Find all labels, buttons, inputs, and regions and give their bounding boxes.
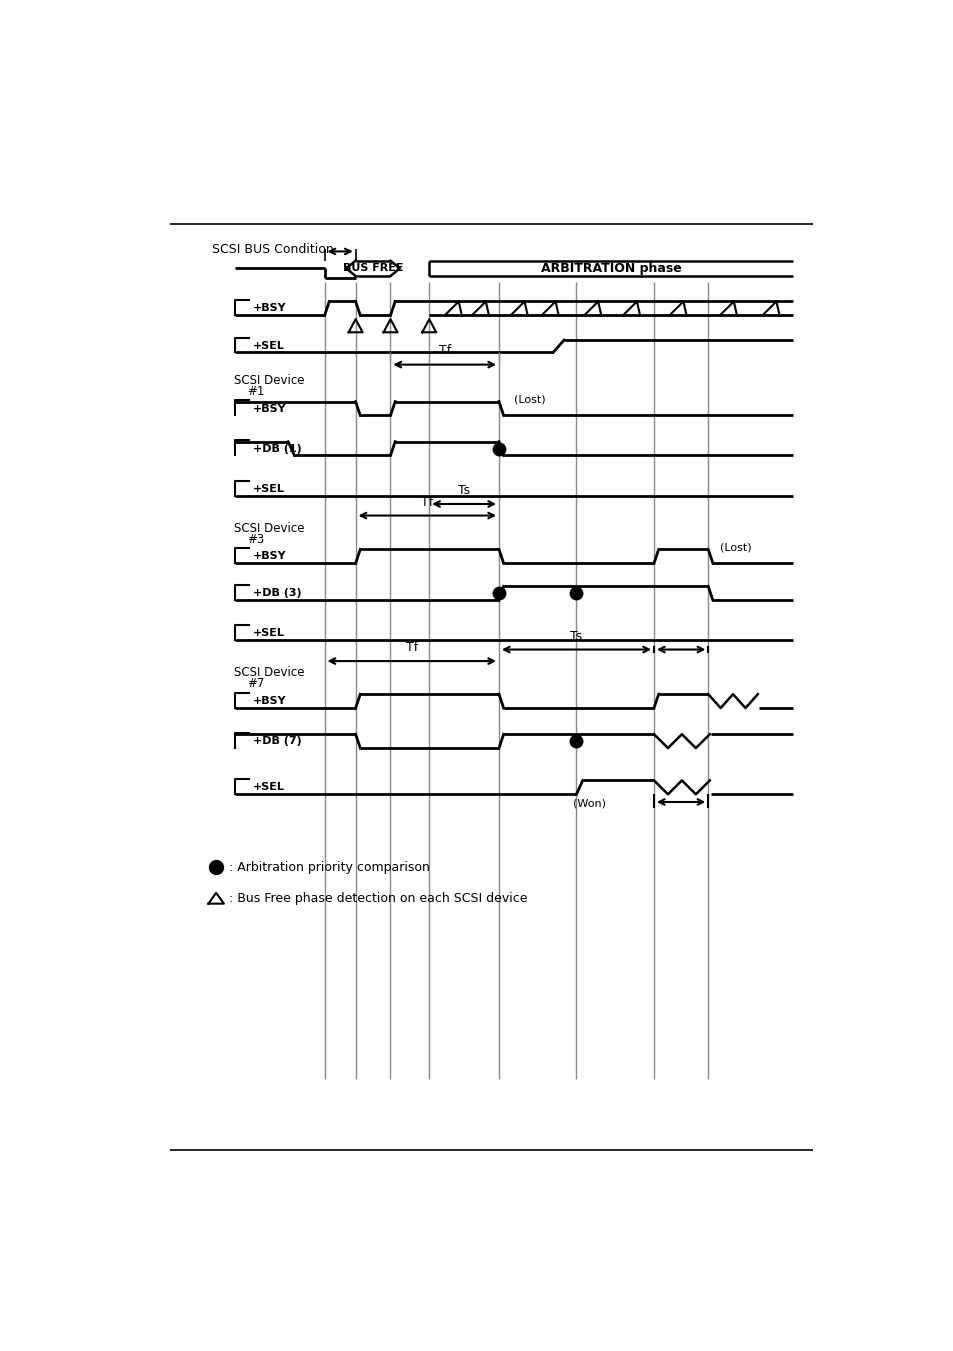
- Text: Tf: Tf: [438, 345, 451, 357]
- Text: #3: #3: [247, 532, 264, 546]
- Text: SCSI BUS Condition: SCSI BUS Condition: [212, 243, 334, 255]
- Text: +SEL: +SEL: [253, 484, 284, 494]
- Text: +DB (7): +DB (7): [253, 736, 301, 746]
- Text: #1: #1: [247, 385, 264, 399]
- Text: BUS FREE: BUS FREE: [342, 263, 403, 273]
- Text: (Lost): (Lost): [720, 543, 751, 553]
- Text: #7: #7: [247, 677, 264, 690]
- Text: (Lost): (Lost): [514, 394, 545, 405]
- Text: Ts: Ts: [457, 484, 470, 497]
- Text: ARBITRATION phase: ARBITRATION phase: [540, 262, 681, 274]
- Text: +SEL: +SEL: [253, 342, 284, 351]
- Text: +DB (3): +DB (3): [253, 588, 301, 598]
- Text: +DB (1): +DB (1): [253, 443, 301, 454]
- Text: SCSI Device: SCSI Device: [233, 374, 304, 388]
- Text: Tf: Tf: [405, 642, 417, 654]
- Text: : Bus Free phase detection on each SCSI device: : Bus Free phase detection on each SCSI …: [229, 892, 527, 905]
- Text: (Won): (Won): [572, 798, 605, 808]
- Text: : Arbitration priority comparison: : Arbitration priority comparison: [229, 861, 430, 874]
- Text: SCSI Device: SCSI Device: [233, 521, 304, 535]
- Text: +SEL: +SEL: [253, 782, 284, 792]
- Text: +BSY: +BSY: [253, 404, 286, 413]
- Text: +BSY: +BSY: [253, 551, 286, 562]
- Text: +BSY: +BSY: [253, 304, 286, 313]
- Text: Ts: Ts: [570, 630, 582, 643]
- Text: SCSI Device: SCSI Device: [233, 666, 304, 680]
- Text: +BSY: +BSY: [253, 696, 286, 707]
- Text: +SEL: +SEL: [253, 628, 284, 639]
- Text: Tf: Tf: [420, 496, 433, 508]
